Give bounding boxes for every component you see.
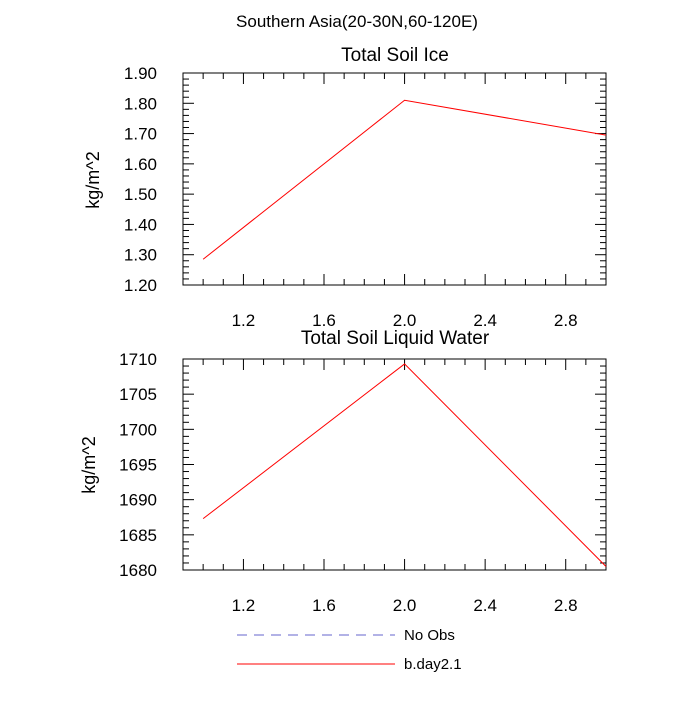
- plot-frame: [182, 72, 607, 286]
- y-tick-label: 1.80: [124, 94, 157, 113]
- y-tick-label: 1680: [119, 561, 157, 580]
- y-tick-label: 1.90: [124, 64, 157, 83]
- y-tick-label: 1.30: [124, 246, 157, 265]
- y-tick-label: 1.60: [124, 155, 157, 174]
- y-tick-label: 1700: [119, 420, 157, 439]
- y-tick-label: 1.40: [124, 215, 157, 234]
- panel-title-total-soil-ice: Total Soil Ice: [341, 45, 449, 66]
- panel-title-total-soil-liquid-water: Total Soil Liquid Water: [301, 328, 490, 349]
- panel-total-soil-ice: Total Soil Ice kg/m^2 1.2 1.6 2.0 2.4 2.8 1.2…: [83, 45, 607, 330]
- legend: No Obs b.day2.1: [237, 627, 462, 673]
- y-tick-label: 1.70: [124, 125, 157, 144]
- x-tick-label: 2.8: [554, 311, 578, 330]
- y-axis-label-soil-ice: kg/m^2: [83, 151, 103, 208]
- y-tick-label: 1.50: [124, 185, 157, 204]
- panel-total-soil-liquid-water: Total Soil Liquid Water kg/m^2 1.2 1.6 2.0…: [79, 328, 607, 615]
- x-tick-label: 1.2: [232, 311, 256, 330]
- series-line-b-day2-1: [202, 99, 607, 260]
- y-tick-label: 1.20: [124, 276, 157, 295]
- y-tick-label: 1690: [119, 491, 157, 510]
- x-tick-label: 2.0: [393, 311, 417, 330]
- legend-label-no-obs: No Obs: [404, 627, 455, 644]
- x-tick-label: 2.8: [554, 596, 578, 615]
- y-tick-label: 1685: [119, 526, 157, 545]
- x-tick-label: 2.4: [473, 311, 497, 330]
- figure-title: Southern Asia(20-30N,60-120E): [236, 12, 478, 31]
- plot-frame: [182, 358, 607, 571]
- x-tick-label: 2.4: [473, 596, 497, 615]
- x-tick-label: 1.6: [312, 596, 336, 615]
- series-line-b-day2-1: [202, 363, 607, 567]
- y-tick-label: 1695: [119, 456, 157, 475]
- x-tick-label: 1.2: [232, 596, 256, 615]
- x-tick-label: 2.0: [393, 596, 417, 615]
- legend-label-b-day2-1: b.day2.1: [404, 656, 462, 673]
- y-axis-label-soil-liquid-water: kg/m^2: [79, 436, 99, 493]
- y-tick-label: 1710: [119, 350, 157, 369]
- y-tick-label: 1705: [119, 385, 157, 404]
- x-tick-label: 1.6: [312, 311, 336, 330]
